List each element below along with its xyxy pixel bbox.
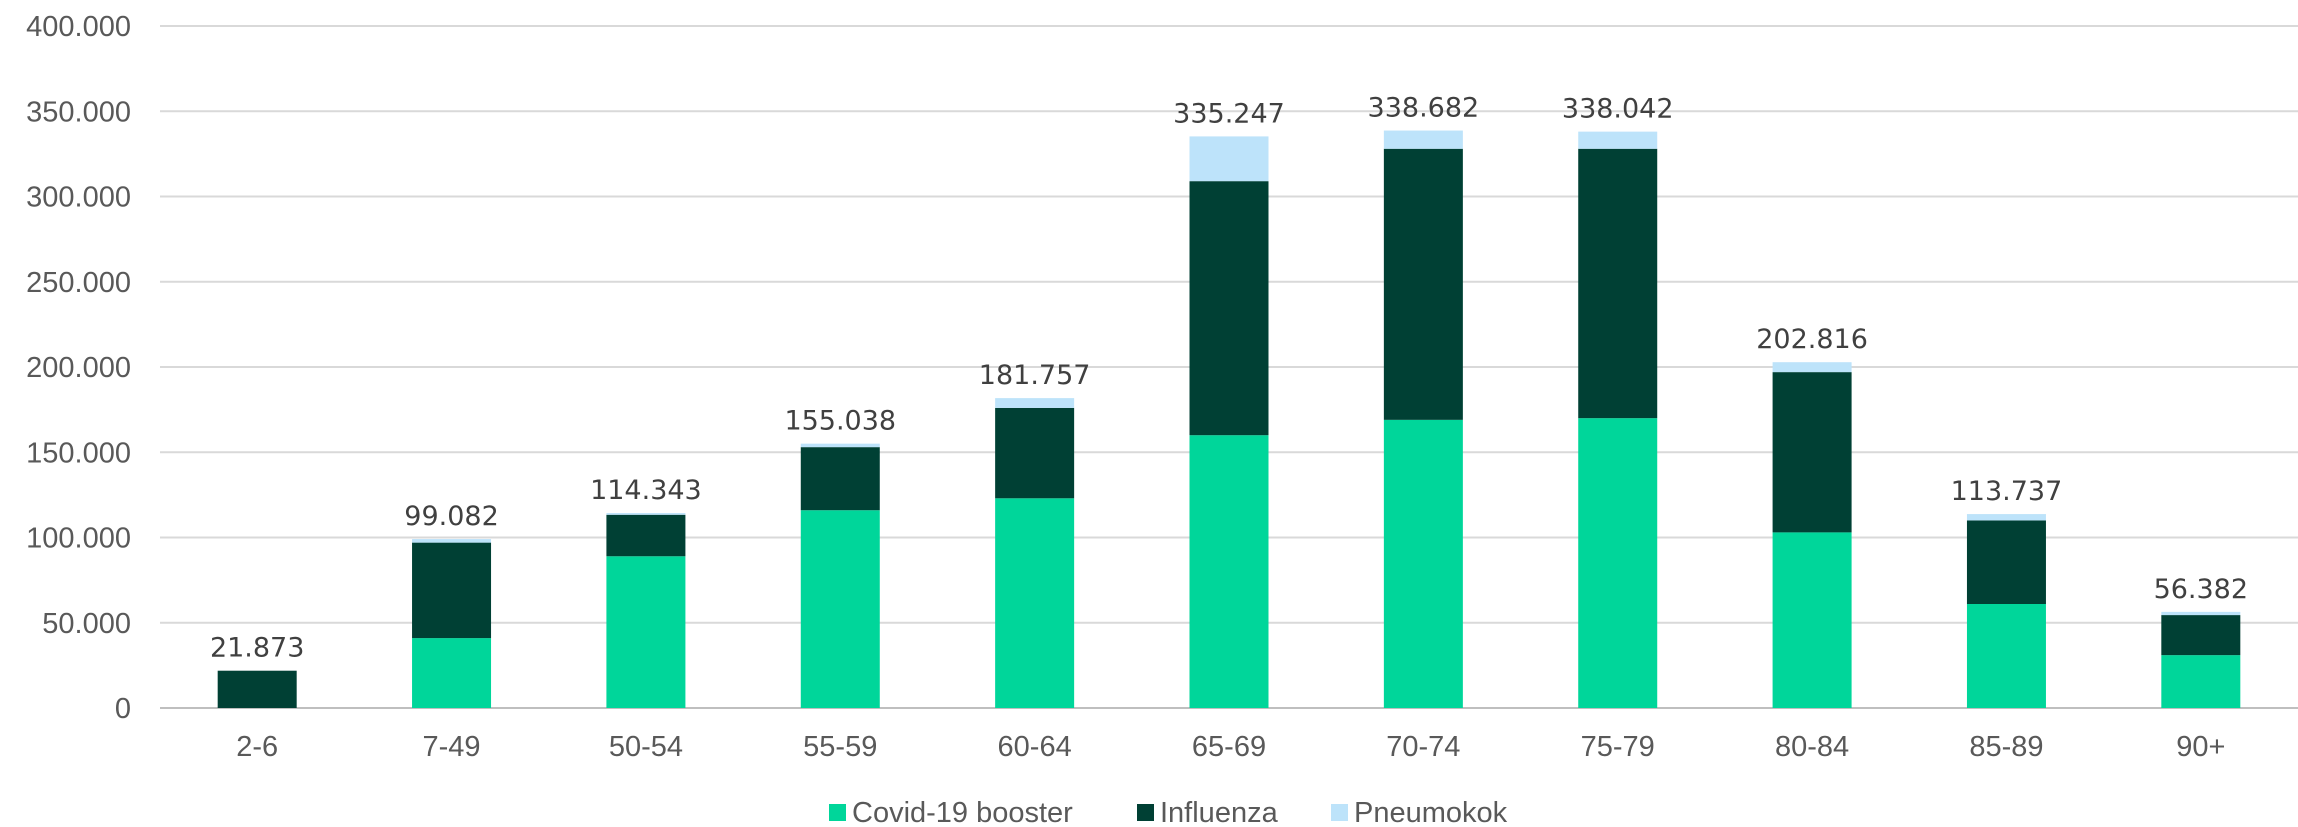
legend-label: Influenza [1160, 797, 1279, 827]
y-tick-label: 400.000 [26, 11, 131, 43]
y-tick-label: 50.000 [42, 608, 131, 640]
x-tick-label: 65-69 [1192, 731, 1266, 763]
bar-stack [800, 443, 880, 708]
bar-segment [1383, 130, 1463, 149]
bar-stack [1772, 362, 1852, 708]
bar-segment [1578, 131, 1658, 149]
legend-swatch [1331, 804, 1348, 821]
x-tick-label: 90+ [2176, 731, 2225, 763]
total-label: 155.038 [784, 406, 896, 437]
bar-segment [995, 398, 1075, 408]
legend-label: Pneumokok [1354, 797, 1508, 827]
total-label: 181.757 [979, 360, 1091, 391]
bar-segment [412, 542, 492, 639]
bar-segment [1189, 181, 1269, 436]
total-label: 338.042 [1562, 94, 1674, 125]
x-tick-label: 75-79 [1581, 731, 1655, 763]
legend-item: Pneumokok [1331, 797, 1508, 827]
x-tick-label: 60-64 [998, 731, 1072, 763]
bar-segment [1966, 603, 2046, 708]
total-label: 56.382 [2154, 574, 2248, 605]
legend-item: Influenza [1137, 797, 1279, 827]
y-tick-label: 350.000 [26, 96, 131, 128]
total-label: 114.343 [590, 475, 702, 506]
total-label: 113.737 [1951, 476, 2063, 507]
bar-segment [1383, 148, 1463, 420]
total-label: 99.082 [404, 501, 498, 532]
bar-segment [412, 539, 492, 543]
x-tick-label: 50-54 [609, 731, 683, 763]
bar-segment [1772, 362, 1852, 373]
y-tick-label: 100.000 [26, 523, 131, 555]
legend-swatch [829, 804, 846, 821]
y-tick-label: 150.000 [26, 437, 131, 469]
bars [217, 130, 2241, 708]
legend-label: Covid-19 booster [852, 797, 1073, 827]
x-tick-label: 85-89 [1969, 731, 2043, 763]
bar-segment [1383, 419, 1463, 708]
x-tick-label: 55-59 [803, 731, 877, 763]
bar-segment [1189, 435, 1269, 708]
bar-segment [2161, 655, 2241, 708]
x-axis-ticks: 2-6 7-49 50-54 55-59 60-64 65-69 70-74 75-79 80-… [236, 731, 2225, 763]
bar-segment [2161, 615, 2241, 656]
total-label: 335.247 [1173, 98, 1285, 129]
total-label: 21.873 [210, 633, 304, 664]
y-tick-label: 200.000 [26, 352, 131, 384]
bar-segment [217, 670, 297, 708]
y-tick-label: 250.000 [26, 267, 131, 299]
bar-segment [1772, 532, 1852, 708]
total-label: 338.682 [1368, 93, 1480, 124]
bar-segment [412, 638, 492, 708]
bar-segment [1966, 520, 2046, 604]
bar-stack [412, 539, 492, 708]
legend: Covid-19 booster Influenza Pneumokok [829, 797, 1508, 827]
bar-segment [995, 407, 1075, 499]
legend-item: Covid-19 booster [829, 797, 1073, 827]
x-tick-label: 80-84 [1775, 731, 1849, 763]
bar-segment [1966, 514, 2046, 521]
y-axis-ticks: 0 50.000 100.000 150.000 200.000 250.000 300.0… [26, 11, 131, 725]
bar-segment [1772, 372, 1852, 533]
bar-stack [217, 670, 297, 708]
bar-segment [606, 513, 686, 515]
bar-stack [1966, 514, 2046, 708]
total-labels: 21.873 99.082 114.343 155.038 181.757 335.247… [210, 93, 2248, 664]
bar-segment [2161, 611, 2241, 616]
bar-stack [995, 398, 1075, 708]
bar-segment [800, 443, 880, 448]
bar-segment [1578, 418, 1658, 708]
legend-swatch [1137, 804, 1154, 821]
bar-segment [606, 556, 686, 708]
bar-stack [606, 513, 686, 708]
bar-stack [1578, 131, 1658, 708]
x-tick-label: 2-6 [236, 731, 278, 763]
x-tick-label: 70-74 [1386, 731, 1460, 763]
bar-segment [995, 498, 1075, 708]
bar-segment [800, 510, 880, 708]
bar-segment [800, 447, 880, 511]
y-tick-label: 0 [115, 693, 131, 725]
total-label: 202.816 [1756, 324, 1868, 355]
y-tick-label: 300.000 [26, 182, 131, 214]
bar-segment [1189, 136, 1269, 182]
bar-stack [1383, 130, 1463, 708]
bar-segment [606, 514, 686, 557]
bar-stack [1189, 136, 1269, 708]
x-tick-label: 7-49 [423, 731, 481, 763]
bar-segment [1578, 148, 1658, 419]
bar-stack [2161, 611, 2241, 708]
